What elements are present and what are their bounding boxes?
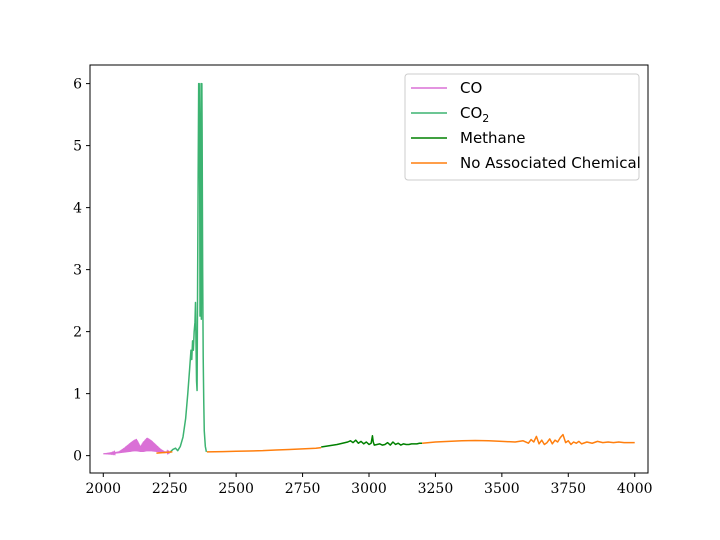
x-axis: 2000 2250 2500 2750 3000 3250 3500 3750 4000: [85, 473, 653, 497]
x-tick-label: 3750: [550, 481, 586, 497]
series-line-no-associated-chemical-segment-3: [422, 433, 635, 446]
x-tick-label: 2500: [218, 481, 254, 497]
y-tick-label: 3: [73, 263, 82, 279]
series-line-no-associated-chemical-segment-2: [206, 446, 322, 453]
y-tick-label: 2: [73, 325, 82, 341]
y-tick-label: 5: [73, 139, 82, 155]
legend-label-no-associated-chemical: No Associated Chemical: [460, 154, 641, 172]
x-tick-label: 2750: [285, 481, 321, 497]
x-tick-label: 2000: [85, 481, 121, 497]
legend-label-co2: CO2: [460, 104, 489, 125]
y-tick-label: 0: [73, 449, 82, 465]
series-line-co: [103, 437, 171, 456]
legend-label-co: CO: [460, 79, 482, 97]
legend-subscript: 2: [482, 112, 489, 125]
x-tick-label: 4000: [617, 481, 653, 497]
series-layer: [103, 82, 635, 456]
legend: CO CO2 Methane No Associated Chemical: [404, 73, 641, 181]
x-tick-label: 3000: [351, 481, 387, 497]
series-line-methane: [321, 435, 423, 448]
y-tick-label: 6: [73, 77, 82, 93]
y-axis: 0 1 2 3 4 5 6: [73, 77, 90, 465]
y-tick-label: 1: [73, 387, 82, 403]
x-tick-label: 3500: [484, 481, 520, 497]
legend-label-methane: Methane: [460, 129, 526, 147]
series-no-associated-chemical: [156, 433, 635, 454]
series-line-co2: [169, 82, 208, 454]
y-tick-label: 4: [73, 201, 82, 217]
series-co: [103, 437, 171, 456]
x-tick-label: 2250: [152, 481, 188, 497]
series-line-no-associated-chemical-segment-1: [156, 451, 173, 454]
x-tick-label: 3250: [418, 481, 454, 497]
legend-box: [404, 73, 640, 181]
